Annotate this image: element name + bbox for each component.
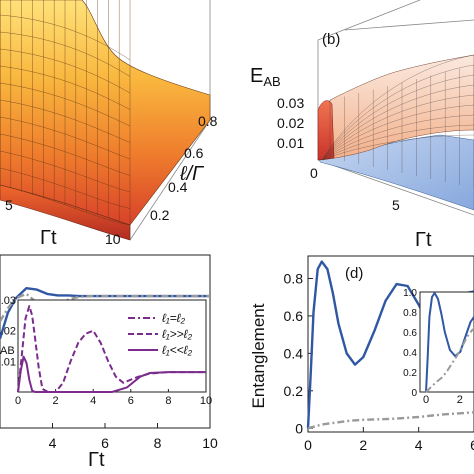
panel-a-x-tick-label: 5 xyxy=(5,197,13,213)
panel-a-mesh xyxy=(0,0,131,226)
mesh-line xyxy=(321,124,474,161)
mesh-line xyxy=(0,133,131,176)
panel-c-inset-y-tick-label: 0.01 xyxy=(0,356,16,368)
panel-b-mesh xyxy=(321,54,474,188)
panel-c-plot: 4 6 8 10 Γt 0 2 4 6 8 10 0.03 0.02 0.01 AB ℓ₁=ℓ₂ ℓ₁>… xyxy=(0,254,218,471)
panel-b-z-axis-label: EAB xyxy=(250,65,281,89)
panel-d-x-tick-label: 4 xyxy=(415,437,423,453)
panel-b-x-tick-label: 0 xyxy=(310,165,318,181)
panel-d-y-tick-label: 0.2 xyxy=(284,383,304,399)
panel-a-x-tick-label: 10 xyxy=(105,231,121,247)
panel-d-plot: 0 2 4 6 0 0.2 0.4 0.6 0.8 (d) Entanglement 0 2 1.0… xyxy=(249,255,474,453)
panel-d-inset-y-tick-label: 0 xyxy=(411,388,417,399)
panel-d-label: (d) xyxy=(345,265,363,282)
panel-d-x-tick-label: 2 xyxy=(359,437,367,453)
mesh-line xyxy=(321,94,474,161)
mesh-line xyxy=(0,99,131,143)
panel-d-y-tick-label: 0.4 xyxy=(284,345,304,361)
panel-d-inset-y-tick-label: 1.0 xyxy=(403,288,417,299)
panel-d-y-axis-label: Entanglement xyxy=(249,303,268,408)
panel-a-surface: 5 10 0.2 0.4 0.6 0.8 Γt ℓ/Γ xyxy=(0,0,218,249)
mesh-line xyxy=(0,14,131,61)
panel-c-inset-series-solid-1 xyxy=(17,355,206,393)
panel-c-inset-y-tick-label: 0.03 xyxy=(0,295,16,307)
panel-c-inset-frame xyxy=(17,299,207,393)
legend-entry-label: ℓ₁>>ℓ₂ xyxy=(162,327,193,341)
panel-d-y-tick-label: 0 xyxy=(295,420,303,436)
panel-c-inset-x-tick-label: 10 xyxy=(200,395,212,407)
panel-b-surface: (b) EAB 0.03 0.02 0.01 0 5 Γt xyxy=(250,0,474,251)
panel-d-inset-series-solid-0 xyxy=(425,292,474,393)
panel-b-z-tick-label: 0.03 xyxy=(277,95,304,111)
panel-d-x-tick-label: 6 xyxy=(470,437,474,453)
panel-c-inset-series-dashed-0 xyxy=(17,305,206,393)
panel-c-x-tick-label: 6 xyxy=(101,435,109,451)
panel-b-x-axis-label: Γt xyxy=(415,229,432,251)
panel-c-x-tick-label: 8 xyxy=(154,435,162,451)
panel-b-z-tick-label: 0.01 xyxy=(277,135,304,151)
mesh-line xyxy=(0,184,131,226)
panel-d-inset-y-tick-label: 0.8 xyxy=(403,308,417,319)
panel-d-inset-y-tick-label: 0.6 xyxy=(403,328,417,339)
panel-a-y-tick-label: 0.6 xyxy=(184,145,204,161)
mesh-line xyxy=(0,48,131,94)
panel-a-y-tick-label: 0.4 xyxy=(168,179,188,195)
mesh-line xyxy=(0,31,131,77)
mesh-line xyxy=(321,114,474,161)
panel-d-frame xyxy=(307,255,474,433)
legend-entry-label: ℓ₁=ℓ₂ xyxy=(162,311,186,325)
mesh-line xyxy=(0,65,131,110)
panel-c-x-axis-label: Γt xyxy=(88,449,105,471)
panel-c-inset-x-tick-label: 4 xyxy=(90,395,96,407)
panel-d-y-tick-label: 0.8 xyxy=(284,270,304,286)
panel-d-inset-x-tick-label: 2 xyxy=(457,394,463,406)
panel-b-z-tick-label: 0.02 xyxy=(277,115,304,131)
panel-c-x-tick-label: 4 xyxy=(49,435,57,451)
panel-d-inset-series-dashdot-1 xyxy=(425,327,474,393)
panel-d-inset-y-tick-label: 0.2 xyxy=(403,368,417,379)
panel-d-y-tick-label: 0.6 xyxy=(284,308,304,324)
mesh-line xyxy=(321,74,474,161)
panel-c-inset-x-tick-label: 6 xyxy=(128,395,134,407)
mesh-line xyxy=(321,104,474,161)
panel-c-inset-x-tick-label: 8 xyxy=(165,395,171,407)
mesh-line xyxy=(0,150,131,193)
panel-b-label: (b) xyxy=(322,31,340,48)
mesh-line xyxy=(321,84,474,161)
panel-c-inset-x-tick-label: 2 xyxy=(53,395,59,407)
panel-d-x-tick-label: 0 xyxy=(304,437,312,453)
mesh-line xyxy=(321,134,474,161)
panel-a-front-face xyxy=(0,184,131,241)
panel-a-y-tick-label: 0.8 xyxy=(198,113,218,129)
panel-b-x-tick-label: 5 xyxy=(392,197,400,213)
panel-c-x-tick-label: 10 xyxy=(202,435,218,451)
panel-c-legend: ℓ₁=ℓ₂ ℓ₁>>ℓ₂ ℓ₁<<ℓ₂ xyxy=(128,311,193,357)
mesh-line xyxy=(0,82,131,127)
panel-c-inset-y-tick-label: 0.02 xyxy=(0,326,16,338)
panel-d-inset-y-tick-label: 0.4 xyxy=(403,348,417,359)
panel-d-series-dashdot-1 xyxy=(307,411,474,430)
panel-a-y-axis-label: ℓ/Γ xyxy=(179,163,205,185)
panel-c-inset-x-tick-label: 0 xyxy=(15,395,21,407)
panel-a-y-tick-label: 0.2 xyxy=(150,207,170,223)
mesh-line xyxy=(0,116,131,160)
mesh-line xyxy=(0,167,131,209)
mesh-line xyxy=(321,64,474,161)
mesh-line xyxy=(321,54,474,161)
legend-entry-label: ℓ₁<<ℓ₂ xyxy=(162,343,193,357)
panel-c-inset-y-label-fragment: AB xyxy=(0,345,15,357)
panel-a-x-axis-label: Γt xyxy=(40,227,57,249)
panel-d-inset-x-tick-label: 0 xyxy=(423,394,429,406)
